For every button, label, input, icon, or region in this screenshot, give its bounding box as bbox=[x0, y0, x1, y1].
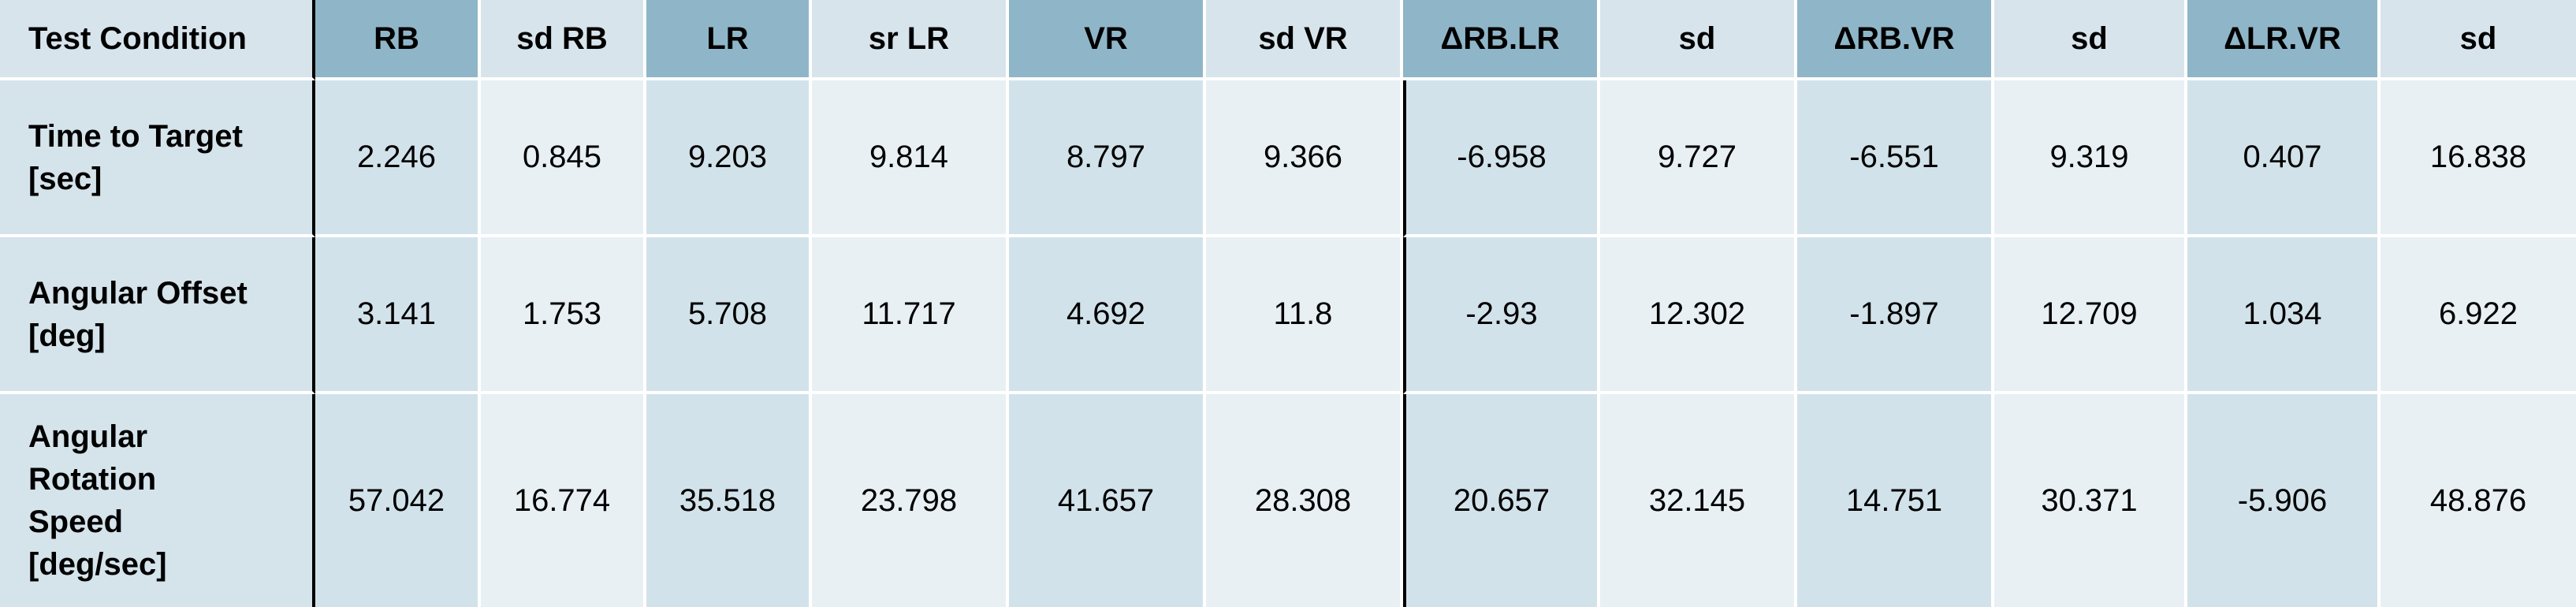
table-cell: 12.302 bbox=[1600, 237, 1797, 395]
header-sd-vr: sd VR bbox=[1206, 0, 1403, 80]
header-test-condition: Test Condition bbox=[0, 0, 315, 80]
header-vr: VR bbox=[1009, 0, 1206, 80]
table-cell: 1.034 bbox=[2187, 237, 2381, 395]
table-cell: 8.797 bbox=[1009, 80, 1206, 238]
table-cell: -6.958 bbox=[1403, 80, 1600, 238]
table-cell: 57.042 bbox=[315, 394, 481, 607]
row-label-line: Rotation bbox=[28, 462, 157, 497]
table-row: Angular Offset [deg] 3.141 1.753 5.708 1… bbox=[0, 237, 2576, 395]
table-cell: 0.407 bbox=[2187, 80, 2381, 238]
table-cell: 16.838 bbox=[2381, 80, 2576, 238]
row-label-line: Speed bbox=[28, 505, 124, 540]
row-label-line: [deg] bbox=[28, 318, 106, 353]
header-sr-lr: sr LR bbox=[812, 0, 1009, 80]
table-cell: 30.371 bbox=[1994, 394, 2187, 607]
table-cell: 9.814 bbox=[812, 80, 1009, 238]
table-cell: 20.657 bbox=[1403, 394, 1600, 607]
table-cell: 3.141 bbox=[315, 237, 481, 395]
table-cell: 32.145 bbox=[1600, 394, 1797, 607]
table-cell: 9.203 bbox=[646, 80, 812, 238]
table-cell: 11.8 bbox=[1206, 237, 1403, 395]
table-row: Time to Target [sec] 2.246 0.845 9.203 9… bbox=[0, 80, 2576, 238]
table-cell: 28.308 bbox=[1206, 394, 1403, 607]
row-label-line: Angular bbox=[28, 419, 148, 455]
header-sd-delta-rb-vr: sd bbox=[1994, 0, 2187, 80]
table-cell: 23.798 bbox=[812, 394, 1009, 607]
table-cell: 35.518 bbox=[646, 394, 812, 607]
row-label-angular-offset: Angular Offset [deg] bbox=[0, 237, 315, 395]
table-cell: 1.753 bbox=[481, 237, 646, 395]
row-label-line: Angular Offset bbox=[28, 275, 248, 311]
row-label-time-to-target: Time to Target [sec] bbox=[0, 80, 315, 238]
table-cell: 41.657 bbox=[1009, 394, 1206, 607]
table-cell: 0.845 bbox=[481, 80, 646, 238]
header-row: Test Condition RB sd RB LR sr LR VR sd V… bbox=[0, 0, 2576, 80]
table-cell: 4.692 bbox=[1009, 237, 1206, 395]
table-cell: -5.906 bbox=[2187, 394, 2381, 607]
table-cell: 2.246 bbox=[315, 80, 481, 238]
table-cell: 16.774 bbox=[481, 394, 646, 607]
table-cell: 11.717 bbox=[812, 237, 1009, 395]
row-label-line: Time to Target bbox=[28, 118, 243, 154]
header-sd-delta-rb-lr: sd bbox=[1600, 0, 1797, 80]
table-cell: 48.876 bbox=[2381, 394, 2576, 607]
table-cell: 5.708 bbox=[646, 237, 812, 395]
header-delta-rb-vr: ΔRB.VR bbox=[1797, 0, 1994, 80]
table-cell: -6.551 bbox=[1797, 80, 1994, 238]
header-lr: LR bbox=[646, 0, 812, 80]
table-cell: -1.897 bbox=[1797, 237, 1994, 395]
header-delta-lr-vr: ΔLR.VR bbox=[2187, 0, 2381, 80]
header-sd-delta-lr-vr: sd bbox=[2381, 0, 2576, 80]
header-delta-rb-lr: ΔRB.LR bbox=[1403, 0, 1600, 80]
row-label-line: [sec] bbox=[28, 161, 102, 196]
table-cell: 14.751 bbox=[1797, 394, 1994, 607]
table-cell: 12.709 bbox=[1994, 237, 2187, 395]
row-label-angular-rotation-speed: Angular Rotation Speed [deg/sec] bbox=[0, 394, 315, 607]
table-row: Angular Rotation Speed [deg/sec] 57.042 … bbox=[0, 394, 2576, 607]
header-rb: RB bbox=[315, 0, 481, 80]
table-cell: 6.922 bbox=[2381, 237, 2576, 395]
header-sd-rb: sd RB bbox=[481, 0, 646, 80]
row-label-line: [deg/sec] bbox=[28, 547, 167, 583]
table-cell: 9.727 bbox=[1600, 80, 1797, 238]
table-cell: 9.366 bbox=[1206, 80, 1403, 238]
table-cell: -2.93 bbox=[1403, 237, 1600, 395]
table-cell: 9.319 bbox=[1994, 80, 2187, 238]
